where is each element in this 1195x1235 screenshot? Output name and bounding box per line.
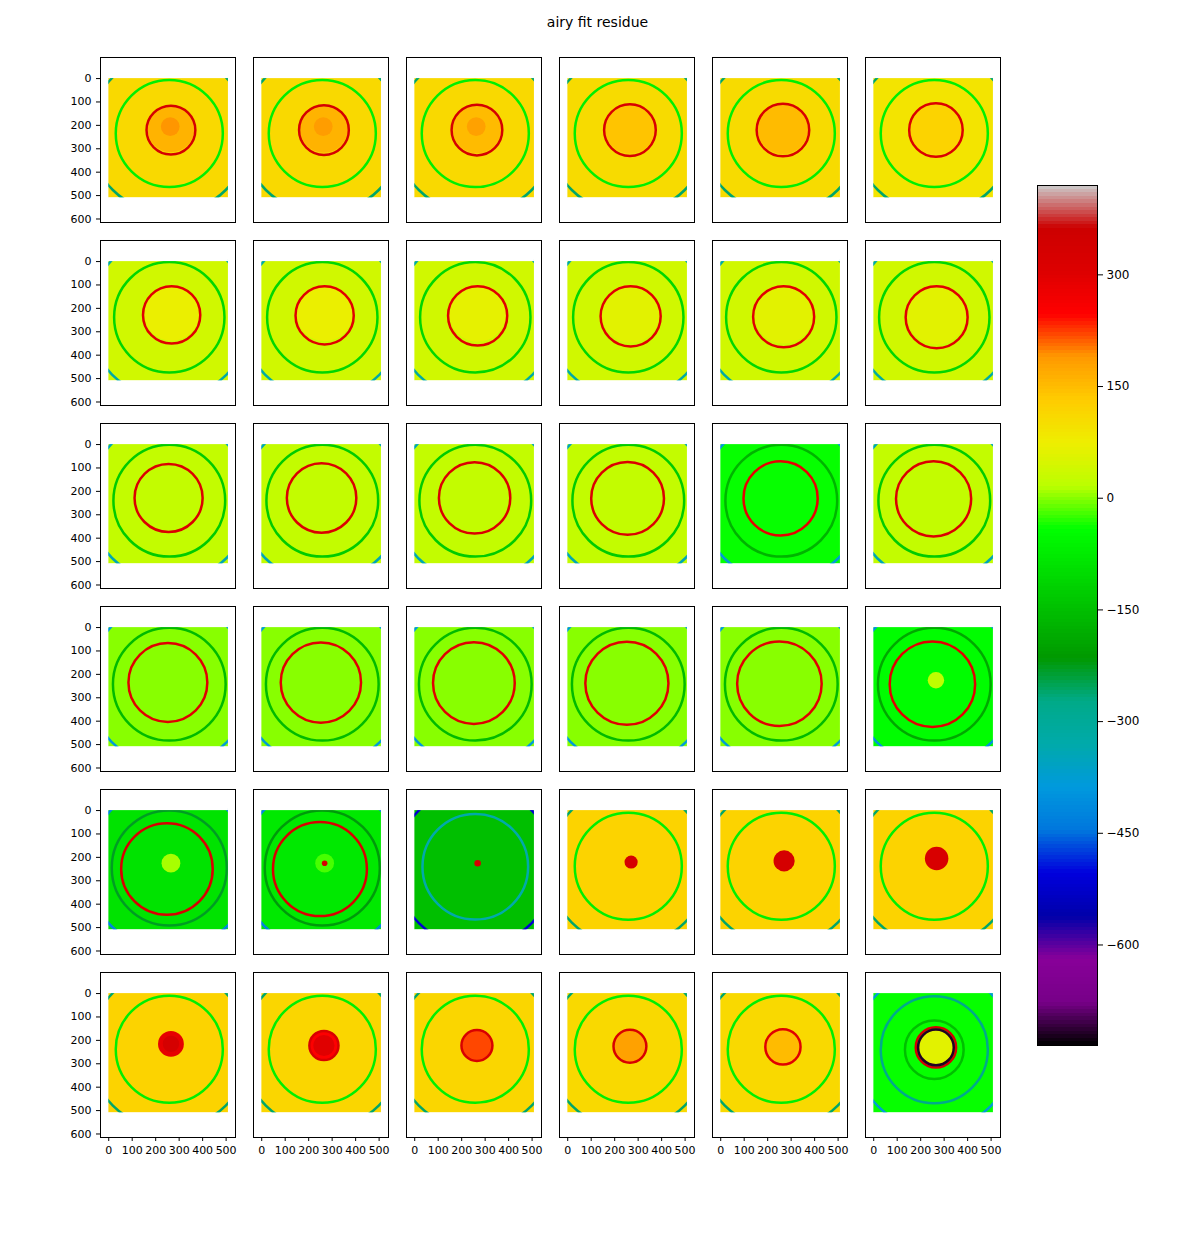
svg-text:100: 100 [71, 95, 92, 108]
svg-text:0: 0 [85, 621, 92, 634]
svg-text:200: 200 [145, 1144, 166, 1157]
svg-text:600: 600 [71, 396, 92, 409]
svg-text:500: 500 [216, 1144, 237, 1157]
svg-text:500: 500 [981, 1144, 1002, 1157]
svg-text:150: 150 [1107, 379, 1130, 393]
svg-text:200: 200 [71, 668, 92, 681]
svg-text:0: 0 [870, 1144, 877, 1157]
svg-text:400: 400 [71, 1081, 92, 1094]
svg-text:0: 0 [411, 1144, 418, 1157]
svg-text:200: 200 [757, 1144, 778, 1157]
svg-text:200: 200 [71, 1034, 92, 1047]
svg-text:0: 0 [1107, 491, 1115, 505]
svg-text:400: 400 [71, 349, 92, 362]
svg-text:400: 400 [71, 898, 92, 911]
svg-text:100: 100 [71, 278, 92, 291]
svg-text:300: 300 [71, 508, 92, 521]
svg-text:500: 500 [369, 1144, 390, 1157]
svg-text:500: 500 [71, 921, 92, 934]
html-text:airy fit residue: airy fit residue [546, 14, 649, 30]
svg-text:400: 400 [192, 1144, 213, 1157]
svg-text:400: 400 [651, 1144, 672, 1157]
svg-text:200: 200 [910, 1144, 931, 1157]
svg-text:200: 200 [71, 485, 92, 498]
svg-text:400: 400 [345, 1144, 366, 1157]
svg-text:200: 200 [298, 1144, 319, 1157]
svg-text:−600: −600 [1107, 938, 1140, 952]
svg-text:300: 300 [71, 1057, 92, 1070]
svg-text:500: 500 [71, 189, 92, 202]
svg-text:100: 100 [71, 827, 92, 840]
svg-text:100: 100 [71, 461, 92, 474]
svg-text:400: 400 [957, 1144, 978, 1157]
svg-text:600: 600 [71, 579, 92, 592]
svg-text:200: 200 [71, 302, 92, 315]
svg-text:300: 300 [781, 1144, 802, 1157]
svg-text:200: 200 [71, 851, 92, 864]
svg-text:400: 400 [804, 1144, 825, 1157]
svg-text:500: 500 [828, 1144, 849, 1157]
svg-text:100: 100 [734, 1144, 755, 1157]
svg-text:−150: −150 [1107, 603, 1140, 617]
svg-text:100: 100 [275, 1144, 296, 1157]
svg-text:−450: −450 [1107, 826, 1140, 840]
svg-text:500: 500 [675, 1144, 696, 1157]
svg-text:100: 100 [122, 1144, 143, 1157]
svg-text:400: 400 [71, 166, 92, 179]
svg-text:100: 100 [71, 644, 92, 657]
svg-text:300: 300 [628, 1144, 649, 1157]
svg-text:600: 600 [71, 1128, 92, 1141]
svg-text:300: 300 [934, 1144, 955, 1157]
svg-text:0: 0 [85, 72, 92, 85]
svg-text:100: 100 [581, 1144, 602, 1157]
svg-text:200: 200 [604, 1144, 625, 1157]
svg-text:400: 400 [71, 715, 92, 728]
svg-text:500: 500 [71, 1104, 92, 1117]
svg-text:100: 100 [428, 1144, 449, 1157]
svg-text:400: 400 [71, 532, 92, 545]
svg-text:300: 300 [169, 1144, 190, 1157]
svg-text:600: 600 [71, 213, 92, 226]
svg-text:500: 500 [71, 738, 92, 751]
svg-text:0: 0 [105, 1144, 112, 1157]
svg-text:100: 100 [887, 1144, 908, 1157]
svg-text:600: 600 [71, 945, 92, 958]
svg-text:300: 300 [1107, 268, 1130, 282]
svg-text:0: 0 [258, 1144, 265, 1157]
svg-text:100: 100 [71, 1010, 92, 1023]
svg-text:0: 0 [85, 804, 92, 817]
svg-text:0: 0 [85, 438, 92, 451]
svg-text:0: 0 [564, 1144, 571, 1157]
svg-text:500: 500 [71, 372, 92, 385]
svg-text:300: 300 [71, 142, 92, 155]
svg-text:400: 400 [498, 1144, 519, 1157]
svg-text:500: 500 [522, 1144, 543, 1157]
svg-text:500: 500 [71, 555, 92, 568]
svg-text:0: 0 [85, 987, 92, 1000]
svg-text:300: 300 [322, 1144, 343, 1157]
svg-text:600: 600 [71, 762, 92, 775]
svg-text:300: 300 [475, 1144, 496, 1157]
svg-text:300: 300 [71, 325, 92, 338]
svg-text:300: 300 [71, 874, 92, 887]
svg-text:200: 200 [71, 119, 92, 132]
svg-text:0: 0 [717, 1144, 724, 1157]
svg-text:300: 300 [71, 691, 92, 704]
svg-text:0: 0 [85, 255, 92, 268]
svg-text:−300: −300 [1107, 714, 1140, 728]
svg-text:200: 200 [451, 1144, 472, 1157]
